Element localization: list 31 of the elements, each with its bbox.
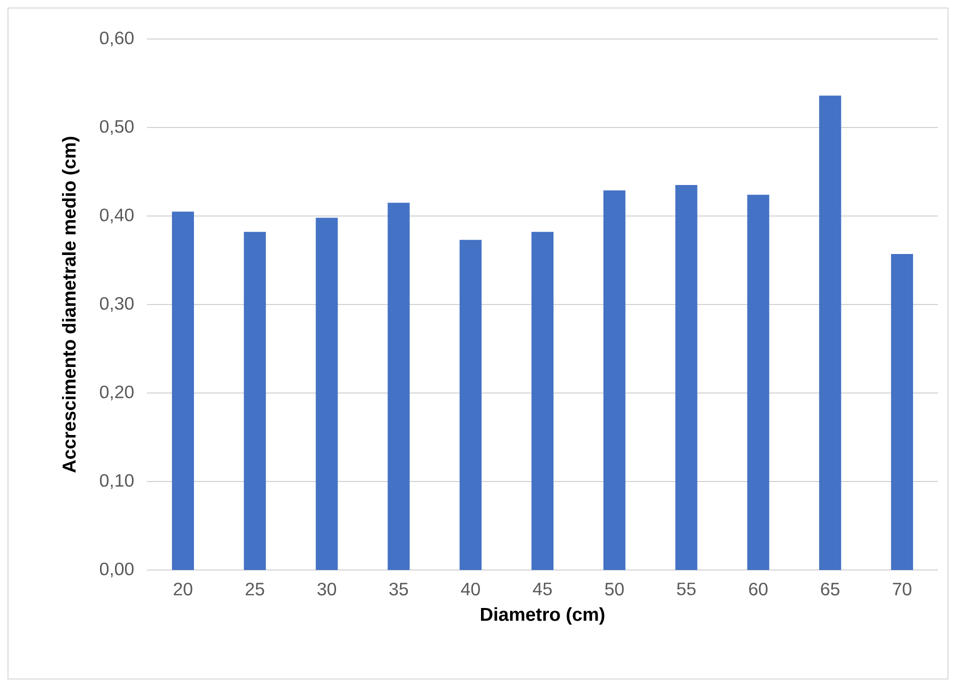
bar — [675, 185, 698, 570]
x-tick-label: 45 — [532, 582, 552, 596]
bar — [460, 240, 482, 570]
y-axis-title: Accrescimento diametrale medio (cm) — [62, 136, 80, 473]
x-tick-label: 50 — [605, 582, 624, 596]
y-tick-label: 0,30 — [100, 297, 134, 312]
bar — [819, 96, 842, 570]
bar — [747, 194, 770, 570]
y-tick-label: 0,40 — [100, 208, 134, 224]
y-tick-label: 0,10 — [100, 474, 134, 489]
bar — [532, 232, 554, 570]
bar — [891, 254, 914, 570]
bar — [316, 218, 338, 570]
x-tick-label: 65 — [821, 582, 840, 596]
x-tick-label: 40 — [461, 582, 480, 596]
bar — [172, 212, 194, 570]
x-tick-label: 55 — [677, 582, 696, 596]
x-tick-label: 60 — [749, 582, 768, 596]
x-tick-label: 25 — [246, 582, 264, 596]
y-tick-label: 0,20 — [100, 386, 134, 400]
bar — [388, 202, 410, 570]
y-tick-label: 0,00 — [100, 562, 134, 578]
y-tick-label: 0,50 — [100, 120, 134, 135]
x-tick-label: 35 — [389, 582, 408, 596]
x-tick-label: 20 — [174, 582, 192, 596]
bar — [244, 232, 266, 570]
x-tick-label: 30 — [317, 582, 336, 596]
y-tick-label: 0,60 — [100, 32, 134, 46]
bar — [603, 190, 626, 570]
x-tick-label: 70 — [892, 582, 912, 596]
x-axis-title: Diametro (cm) — [481, 607, 604, 625]
